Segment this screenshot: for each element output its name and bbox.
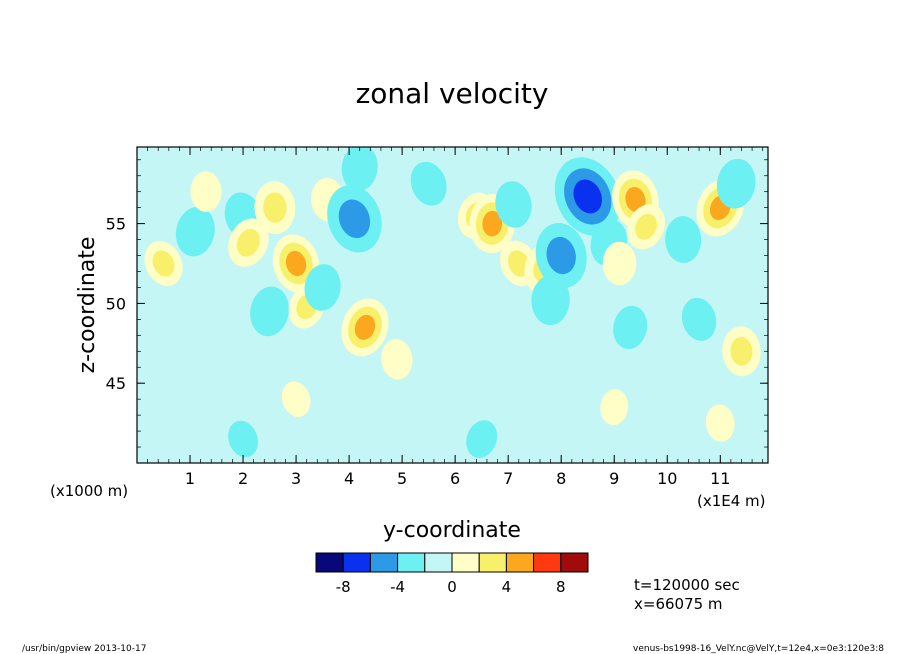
y-axis-label: z-coordinate xyxy=(75,237,100,374)
plot-frame xyxy=(136,146,769,464)
contour-patch-12-2 xyxy=(354,314,376,340)
contour-patch-1-0 xyxy=(175,206,215,257)
contour-patch-26-2 xyxy=(625,186,646,213)
colorbar-bin xyxy=(451,552,480,573)
colorbar-tick-label: -4 xyxy=(390,578,405,596)
contour-patch-32-0 xyxy=(716,158,756,209)
x-axis-label: y-coordinate xyxy=(383,518,521,543)
colorbar-bin xyxy=(369,552,399,573)
contour-patch-6-1 xyxy=(263,192,287,223)
contour-patch-22-1 xyxy=(546,236,576,275)
x-tick-label: 1 xyxy=(185,469,195,488)
x-tick-label: 11 xyxy=(710,469,730,488)
colorbar-tick-label: 0 xyxy=(447,578,457,596)
contour-patch-37-0 xyxy=(705,404,735,442)
x-tick-label: 4 xyxy=(344,469,354,488)
x-tick-label: 2 xyxy=(238,469,248,488)
contour-field xyxy=(144,147,761,458)
colorbar xyxy=(315,552,589,573)
footer-right: venus-bs1998-16_VelY.nc@VelY,t=12e4,x=0e… xyxy=(633,644,884,654)
contour-patch-18-0 xyxy=(495,181,532,228)
x-tick-label: 10 xyxy=(657,469,677,488)
contour-patch-29-0 xyxy=(665,216,702,263)
x-tick-label: 8 xyxy=(556,469,566,488)
footer-left: /usr/bin/gpview 2013-10-17 xyxy=(22,644,146,654)
contour-patch-33-1 xyxy=(730,336,753,366)
contour-patch-19-1 xyxy=(507,250,530,277)
y-unit-label: (x1000 m) xyxy=(50,482,128,500)
y-tick-label: 50 xyxy=(106,294,126,313)
contour-patch-25-0 xyxy=(602,241,637,286)
contour-patch-5-0 xyxy=(250,286,289,337)
colorbar-bin xyxy=(478,552,507,573)
x-tick-label: 9 xyxy=(609,469,619,488)
x-tick-label: 6 xyxy=(450,469,460,488)
plot-background xyxy=(137,147,768,463)
y-tick-labels: 45 50 55 xyxy=(106,215,126,394)
colorbar-bin xyxy=(533,552,562,573)
contour-patch-34-0 xyxy=(281,381,311,417)
colorbar-bin xyxy=(505,552,535,573)
contour-patch-30-0 xyxy=(681,297,717,341)
colorbar-bin xyxy=(397,552,426,573)
colorbar-bin xyxy=(560,552,589,573)
contour-patch-38-0 xyxy=(228,420,258,458)
contour-patch-35-0 xyxy=(466,420,498,458)
contour-patch-7-2 xyxy=(285,250,307,277)
contour-patch-15-0 xyxy=(410,161,447,206)
x-unit-label: (x1E4 m) xyxy=(697,492,766,510)
contour-patch-13-0 xyxy=(341,147,378,192)
colorbar-labels: -8 -4 0 4 8 xyxy=(336,578,566,596)
contour-patch-0-1 xyxy=(152,250,175,277)
time-info: t=120000 sec xyxy=(634,576,740,594)
contour-patch-27-1 xyxy=(635,213,657,240)
colorbar-tick-label: 4 xyxy=(502,578,512,596)
plot-area xyxy=(136,146,769,464)
contour-patch-2-0 xyxy=(190,171,222,212)
contour-patch-14-0 xyxy=(381,339,413,380)
contour-patch-23-2 xyxy=(573,179,602,214)
axis-ticks xyxy=(136,147,768,464)
contour-patch-17-2 xyxy=(482,210,503,237)
x-tick-labels: 1 2 3 4 5 6 7 8 9 10 11 xyxy=(185,469,731,488)
position-info: x=66075 m xyxy=(634,595,723,613)
x-tick-label: 3 xyxy=(291,469,301,488)
y-tick-label: 55 xyxy=(106,215,126,234)
chart-title: zonal velocity xyxy=(356,77,549,110)
contour-patch-28-0 xyxy=(613,305,648,349)
y-tick-label: 45 xyxy=(106,374,126,393)
x-tick-label: 5 xyxy=(397,469,407,488)
x-tick-label: 7 xyxy=(503,469,513,488)
colorbar-bin xyxy=(424,552,453,573)
contour-patch-4-1 xyxy=(236,228,260,257)
contour-patch-9-0 xyxy=(304,264,341,311)
contour-patch-36-0 xyxy=(600,389,629,426)
contour-patch-11-1 xyxy=(338,199,371,239)
colorbar-tick-label: -8 xyxy=(336,578,351,596)
colorbar-tick-label: 8 xyxy=(556,578,566,596)
colorbar-bin xyxy=(315,552,344,573)
colorbar-bin xyxy=(342,552,371,573)
